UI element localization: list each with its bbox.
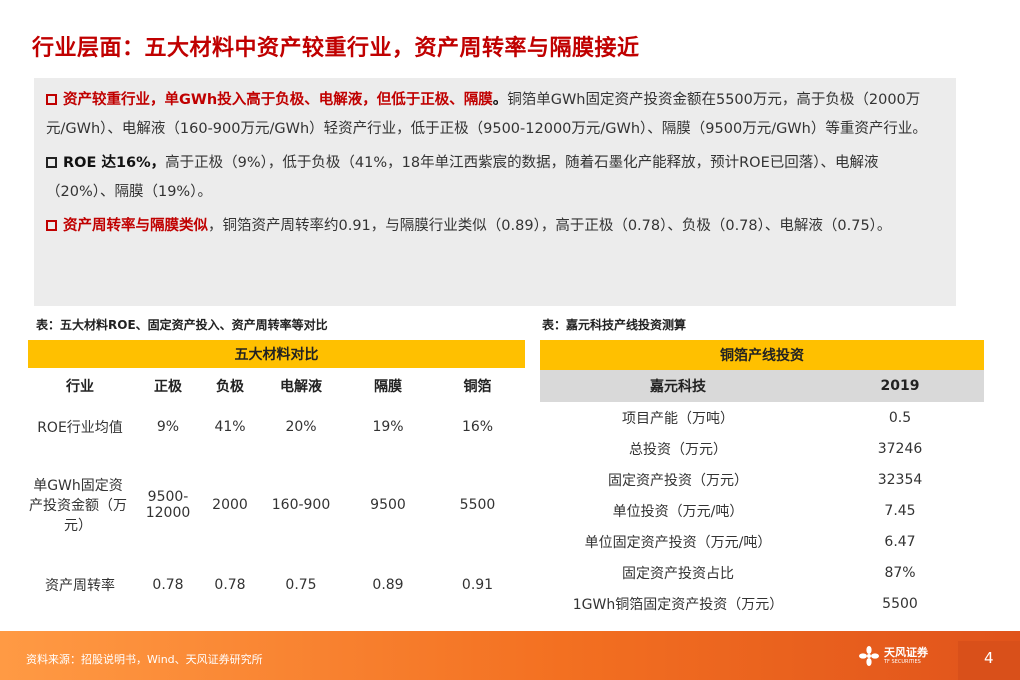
table1-header: 电解液 [280,379,322,395]
table2-header: 2019 [880,378,920,394]
table-cell: 160-900 [271,497,331,513]
table-cell: 固定资产投资（万元） [608,472,748,489]
logo-name: 天风证券 [884,646,928,659]
bullet-heavy-asset: 资产较重行业，单GWh投入高于负极、电解液，但低于正极、隔膜。铜箔单GWh固定资… [46,86,942,144]
table-row: 固定资产投资（万元） 32354 [540,464,984,495]
table1-caption: 表：五大材料ROE、固定资产投入、资产周转率等对比 [36,318,328,332]
table-cell: 0.5 [888,409,912,426]
table-row: 总投资（万元） 37246 [540,433,984,464]
table-cell: 单位投资（万元/吨） [612,503,744,520]
table-cell: 0.78 [152,577,184,593]
table-cell: 9500-12000 [145,489,191,521]
table-row: 单GWh固定资产投资金额（万元） 9500-12000 2000 160-900… [28,450,525,560]
table-row: ROE行业均值 9% 41% 20% 19% 16% [28,404,525,450]
table-cell: 16% [461,419,494,435]
bullet-text: ，铜箔资产周转率约0.91，与隔膜行业类似（0.89），高于正极（0.78）、负… [208,218,892,234]
logo-subtitle: TF SECURITIES [884,659,921,665]
table-cell: 项目产能（万吨） [622,410,734,427]
table-cell: 87% [884,564,916,581]
table-row: 项目产能（万吨） 0.5 [540,402,984,433]
table-cell: 37246 [877,440,923,457]
table-cell: 9% [156,419,180,435]
flower-logo-icon [859,646,879,666]
table-row: 1GWh铜箔固定资产投资（万元） 5500 [540,588,984,619]
table-cell: 单GWh固定资产投资金额（万元） [29,478,127,534]
table1-header: 铜箔 [463,379,492,395]
table-cell: 19% [372,419,404,435]
page-number-box [958,641,1020,680]
footer-bar: 资料来源：招股说明书，Wind、天风证券研究所 天风证券 TF SECURITI… [0,631,1020,680]
table-cell: 6.47 [884,533,916,550]
table-cell: 0.78 [214,577,246,593]
line-investment-table: 铜箔产线投资 嘉元科技 2019 项目产能（万吨） 0.5 总投资（万元） 37… [540,340,984,619]
table1-header: 隔膜 [374,379,402,395]
bullet-highlight: 资产较重行业，单GWh投入高于负极、电解液，但低于正极、隔膜 [63,92,493,108]
table-cell: 2000 [212,497,248,513]
page-title: 行业层面：五大材料中资产较重行业，资产周转率与隔膜接近 [32,36,640,61]
table-cell: 固定资产投资占比 [622,565,734,582]
materials-comparison-table: 五大材料对比 行业 正极 负极 电解液 隔膜 铜箔 ROE行业均值 9% 41%… [28,340,525,610]
source-note: 资料来源：招股说明书，Wind、天风证券研究所 [26,653,263,666]
table2-band: 铜箔产线投资 [540,340,984,370]
table-row: 单位固定资产投资（万元/吨） 6.47 [540,526,984,557]
table-cell: 20% [285,419,317,435]
table-cell: 资产周转率 [45,578,115,594]
table-cell: 41% [214,419,246,435]
table-row: 单位投资（万元/吨） 7.45 [540,495,984,526]
bullet-turnover: 资产周转率与隔膜类似，铜箔资产周转率约0.91，与隔膜行业类似（0.89），高于… [46,212,942,241]
table2-caption: 表：嘉元科技产线投资测算 [542,318,687,332]
table-cell: 7.45 [884,502,916,519]
table-cell: 5500 [882,595,918,612]
table2-header: 嘉元科技 [650,379,706,395]
table-row: 资产周转率 0.78 0.78 0.75 0.89 0.91 [28,560,525,610]
checkbox-bullet-icon [46,220,57,231]
checkbox-bullet-icon [46,94,57,105]
table-cell: 0.89 [372,577,404,593]
table-row: 固定资产投资占比 87% [540,557,984,588]
table-cell: 0.91 [461,577,494,593]
bullet-text: 高于正极（9%），低于负极（41%，18年单江西紫宸的数据，随着石墨化产能释放，… [46,155,879,200]
table-cell: 9500 [370,497,406,513]
table1-header: 负极 [216,379,244,395]
tf-securities-logo: 天风证券 TF SECURITIES [858,645,928,667]
table-cell: ROE行业均值 [37,420,123,436]
table-cell: 单位固定资产投资（万元/吨） [584,534,772,551]
summary-box: 资产较重行业，单GWh投入高于负极、电解液，但低于正极、隔膜。铜箔单GWh固定资… [34,78,956,306]
bullet-highlight: 资产周转率与隔膜类似 [63,218,208,234]
bullet-roe: ROE 达16%，高于正极（9%），低于负极（41%，18年单江西紫宸的数据，随… [46,149,942,207]
table-cell: 总投资（万元） [629,441,727,458]
checkbox-bullet-icon [46,157,57,168]
table-cell: 32354 [877,471,923,488]
table-cell: 1GWh铜箔固定资产投资（万元） [572,596,784,613]
table1-header: 正极 [154,379,182,395]
bullet-text: 铜箔单GWh固定资产投资金额在5500万元，高于负极（2000万元/GWh）、电… [46,92,927,137]
table1-header: 行业 [66,379,94,395]
page-number: 4 [984,649,994,667]
bullet-highlight: ROE 达16%， [63,155,166,171]
bullet-period: 。 [492,92,508,108]
table-cell: 0.75 [285,577,317,593]
table-cell: 5500 [459,497,496,513]
table1-band: 五大材料对比 [28,340,525,368]
